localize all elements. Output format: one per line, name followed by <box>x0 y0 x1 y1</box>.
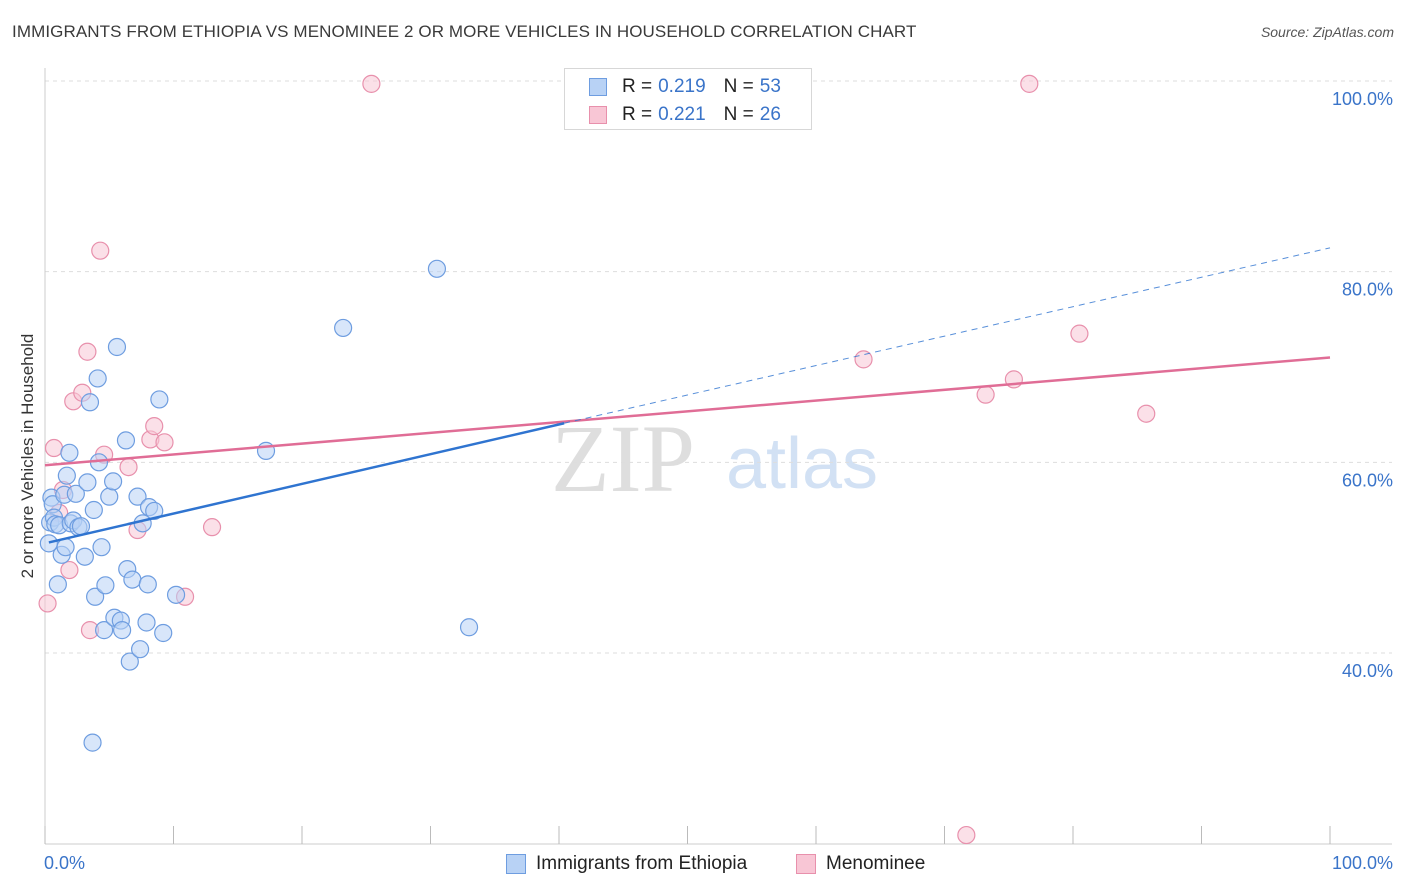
point-ethiopia <box>150 390 169 409</box>
point-menominee <box>145 417 164 436</box>
point-menominee <box>362 74 381 93</box>
gridlines <box>45 80 1392 654</box>
legend-n-label: N = <box>723 76 754 97</box>
legend-r-value-menominee: 0.221 <box>658 104 706 125</box>
point-ethiopia <box>104 472 123 491</box>
legend-swatch-menominee <box>589 106 607 124</box>
point-ethiopia <box>57 466 76 485</box>
point-ethiopia <box>138 575 157 594</box>
point-ethiopia <box>80 393 100 412</box>
point-ethiopia <box>75 547 94 566</box>
trend-line-ethiopia <box>48 422 565 544</box>
x-tick-label-max: 100.0% <box>1332 853 1393 873</box>
point-menominee <box>1137 404 1156 423</box>
point-menominee <box>60 560 79 580</box>
point-ethiopia <box>86 587 105 606</box>
watermark-atlas: atlas <box>726 424 878 504</box>
y-tick-label: 60.0% <box>1342 470 1393 490</box>
chart-title: IMMIGRANTS FROM ETHIOPIA VS MENOMINEE 2 … <box>12 22 917 41</box>
x-tick-label-min: 0.0% <box>44 853 85 873</box>
y-tick-label: 40.0% <box>1342 661 1393 681</box>
bottom-legend-menominee: Menominee <box>796 851 925 877</box>
point-ethiopia <box>95 621 114 640</box>
point-ethiopia <box>100 487 119 506</box>
point-menominee <box>957 825 976 845</box>
series-ethiopia-points <box>39 259 479 752</box>
point-menominee <box>1020 74 1039 93</box>
point-ethiopia <box>83 733 102 752</box>
point-menominee <box>976 385 995 404</box>
trend-line-ethiopia-extension <box>564 247 1331 424</box>
point-menominee <box>854 350 873 369</box>
y-tick-label: 100.0% <box>1332 89 1393 109</box>
bottom-legend-label-ethiopia: Immigrants from Ethiopia <box>536 853 748 874</box>
point-ethiopia <box>128 487 147 506</box>
legend-r-label: R = <box>622 76 653 97</box>
axes <box>44 68 1392 845</box>
point-ethiopia <box>427 259 447 278</box>
legend-r-value-ethiopia: 0.219 <box>658 76 706 97</box>
point-menominee <box>119 458 138 477</box>
point-ethiopia <box>71 517 91 536</box>
legend-row-ethiopia: R = 0.219 N = 53 <box>589 73 781 101</box>
source-credit: Source: ZipAtlas.com <box>1260 24 1394 40</box>
bottom-legend-ethiopia: Immigrants from Ethiopia <box>506 851 747 877</box>
legend-r-label: R = <box>622 104 653 125</box>
legend-row-menominee: R = 0.221 N = 26 <box>589 101 781 129</box>
point-menominee <box>91 241 110 260</box>
y-tick-label: 80.0% <box>1342 280 1393 300</box>
legend-n-value-ethiopia: 53 <box>759 76 781 97</box>
point-ethiopia <box>154 623 173 643</box>
y-tick-labels: 40.0% 60.0% 80.0% 100.0% <box>1332 89 1393 681</box>
watermark: ZIP atlas <box>551 405 878 512</box>
point-menominee <box>155 433 174 452</box>
point-ethiopia <box>112 621 132 640</box>
point-ethiopia <box>96 576 115 595</box>
point-ethiopia <box>116 431 136 450</box>
bottom-legend-label-menominee: Menominee <box>826 853 926 874</box>
point-ethiopia <box>137 613 156 632</box>
point-ethiopia <box>88 369 107 388</box>
point-ethiopia <box>120 652 139 671</box>
watermark-zip: ZIP <box>551 405 695 512</box>
correlation-legend: R = 0.219 N = 53 R = 0.221 N = 26 <box>564 68 812 130</box>
point-ethiopia <box>107 337 127 357</box>
point-ethiopia <box>123 570 142 589</box>
point-ethiopia <box>78 473 97 492</box>
legend-n-label: N = <box>723 104 754 125</box>
point-ethiopia <box>166 585 186 604</box>
point-ethiopia <box>56 538 75 557</box>
point-ethiopia <box>130 640 150 659</box>
trend-line-menominee <box>44 356 1331 467</box>
point-ethiopia <box>459 618 479 637</box>
point-ethiopia <box>92 538 111 557</box>
point-ethiopia <box>334 318 353 338</box>
point-ethiopia <box>66 484 85 503</box>
point-menominee <box>38 594 57 613</box>
point-menominee <box>78 342 97 361</box>
bottom-legend-swatch-menominee <box>796 854 816 874</box>
point-menominee <box>1070 324 1089 343</box>
point-menominee <box>202 518 222 537</box>
bottom-legend-swatch-ethiopia <box>506 854 526 874</box>
legend-n-value-menominee: 26 <box>759 104 781 125</box>
point-ethiopia <box>60 443 79 462</box>
legend-swatch-ethiopia <box>589 78 607 96</box>
point-ethiopia <box>145 501 164 521</box>
point-ethiopia <box>48 575 67 594</box>
point-ethiopia <box>84 500 103 520</box>
trend-lines <box>44 247 1331 544</box>
point-menominee <box>44 438 64 458</box>
